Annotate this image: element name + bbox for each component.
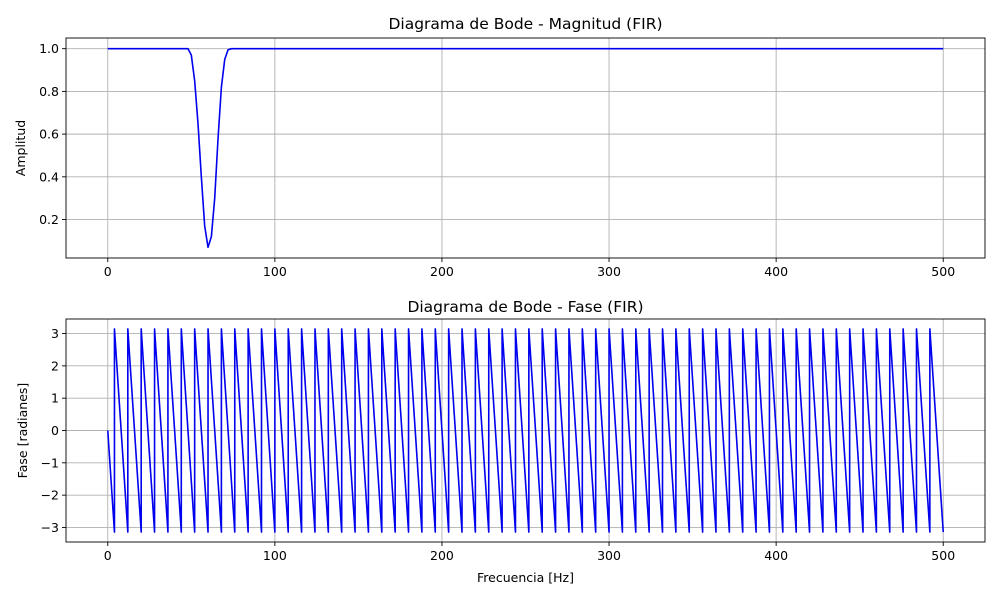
axes-frame <box>65 37 986 259</box>
series-line <box>106 328 945 533</box>
y-tick-label: 0 <box>51 423 59 438</box>
y-tick-label: 1.0 <box>39 41 59 56</box>
y-tick-label: 2 <box>51 358 59 373</box>
y-axis-label: Fase [radianes] <box>15 383 30 479</box>
y-tick-label: 1 <box>51 391 59 406</box>
x-tick-label: 200 <box>430 548 454 563</box>
x-tick-label: 400 <box>764 264 788 279</box>
series-line <box>107 47 944 249</box>
phase-chart: 0 100 200 300 400 500 −3 −2 −1 0 1 2 3 Diagrama de Bo… <box>15 298 986 585</box>
magnitude-chart: 0 100 200 300 400 500 0.2 0.4 0.6 0.8 1.0 Diagrama … <box>13 15 986 279</box>
x-tick-label: 500 <box>931 264 955 279</box>
y-axis-label: Amplitud <box>13 120 28 176</box>
y-tick-label: −1 <box>41 455 59 470</box>
chart-title: Diagrama de Bode - Magnitud (FIR) <box>388 15 662 33</box>
x-tick-label: 0 <box>104 548 112 563</box>
y-tick-label: −3 <box>41 520 59 535</box>
y-tick-label: 0.2 <box>39 212 59 227</box>
x-axis-label: Frecuencia [Hz] <box>477 570 574 585</box>
x-tick-label: 300 <box>597 548 621 563</box>
y-tick-label: 0.8 <box>39 84 59 99</box>
x-tick-label: 100 <box>263 548 287 563</box>
chart-title: Diagrama de Bode - Fase (FIR) <box>407 298 643 316</box>
x-tick-label: 500 <box>931 548 955 563</box>
x-tick-label: 200 <box>430 264 454 279</box>
x-tick-label: 0 <box>104 264 112 279</box>
x-tick-label: 100 <box>263 264 287 279</box>
y-tick-label: 0.6 <box>39 127 59 142</box>
y-tick-label: −2 <box>41 488 59 503</box>
x-tick-label: 400 <box>764 548 788 563</box>
y-tick-label: 0.4 <box>39 169 59 184</box>
x-tick-label: 300 <box>597 264 621 279</box>
y-tick-label: 3 <box>51 326 59 341</box>
